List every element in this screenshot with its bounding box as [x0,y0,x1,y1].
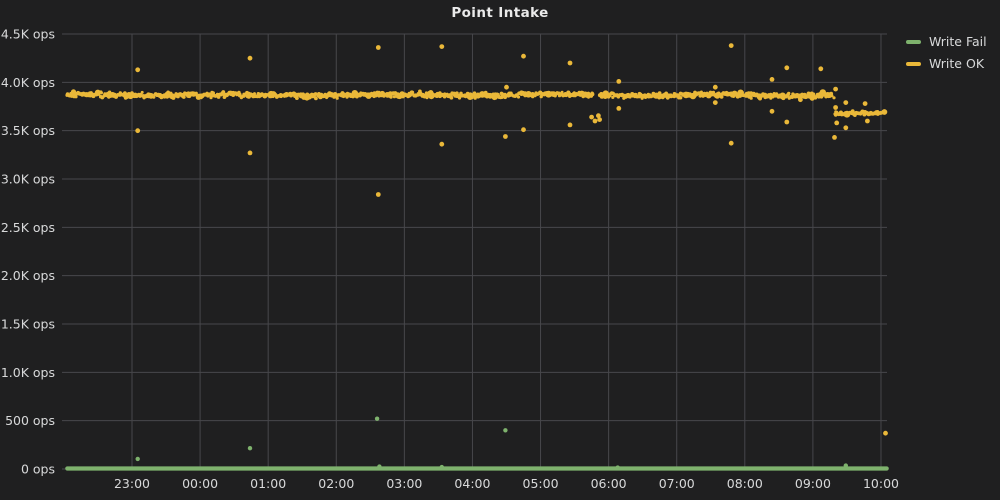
write-ok-series-marker [906,61,921,66]
data-point [843,125,849,131]
data-point [375,45,381,50]
data-point [135,67,141,73]
data-point [883,430,888,436]
data-point [712,100,718,105]
x-tick-label: 09:00 [795,476,831,491]
data-point [712,84,718,90]
data-point [503,428,508,433]
data-point [247,446,253,451]
data-point [135,456,140,462]
y-tick-label: 1.5K ops [1,317,55,332]
data-point [567,60,573,66]
data-point [439,44,445,49]
data-point [567,122,573,128]
data-point [504,84,509,90]
data-point [615,465,620,470]
data-point [833,105,838,110]
x-tick-label: 02:00 [318,476,354,491]
y-tick-label: 4.0K ops [1,75,55,90]
data-point [832,135,837,140]
write-fail-series-marker [906,39,921,44]
data-point [592,118,598,124]
y-tick-label: 1.0K ops [1,365,55,380]
x-tick-label: 01:00 [250,476,286,491]
legend-item-write-ok[interactable]: Write OK [906,56,987,71]
data-point [818,66,824,72]
legend: Write Fail Write OK [906,34,987,71]
x-tick-label: 04:00 [454,476,490,491]
data-point [843,463,848,468]
data-point [616,106,622,111]
x-tick-label: 07:00 [659,476,695,491]
write-ok-series [65,43,888,436]
data-point [597,117,602,122]
data-point [843,100,849,105]
y-tick-label: 3.5K ops [1,123,55,138]
page-title: Point Intake [451,5,549,21]
data-point [784,119,790,125]
data-point [596,113,601,119]
x-axis: 23:00 00:00 01:00 02:00 03:00 04:00 05:00 06:00… [114,476,899,491]
y-tick-label: 2.5K ops [1,220,55,235]
y-axis: 0 ops 500 ops 1.0K ops 1.5K ops 2.0K ops 2.5K… [1,27,55,477]
x-tick-label: 00:00 [182,476,218,491]
data-point [865,118,870,124]
data-point [784,65,790,71]
x-tick-label: 10:00 [863,476,899,491]
x-tick-label: 06:00 [591,476,627,491]
y-tick-label: 2.0K ops [1,268,55,283]
data-point [247,55,253,61]
data-point [521,127,526,133]
data-point [834,120,840,126]
write-fail-series [65,416,889,471]
data-point [728,43,734,48]
data-point [377,464,382,469]
data-point [798,97,803,103]
data-point [439,464,444,470]
data-point [728,140,734,146]
legend-label-write-fail: Write Fail [929,34,987,49]
data-point [862,101,868,106]
legend-item-write-fail[interactable]: Write Fail [906,34,987,49]
data-point [439,141,445,147]
y-tick-label: 3.0K ops [1,172,55,187]
data-point [769,108,775,114]
data-point [375,192,381,197]
data-point [247,150,253,156]
data-point [616,79,622,84]
data-point [769,77,775,82]
x-tick-label: 23:00 [114,476,150,491]
y-tick-label: 4.5K ops [1,27,55,42]
x-tick-label: 08:00 [727,476,763,491]
legend-label-write-ok: Write OK [929,56,985,71]
data-point [374,416,380,421]
y-tick-label: 0 ops [21,462,55,477]
data-point [833,86,838,92]
x-tick-label: 05:00 [523,476,559,491]
data-point [521,53,526,59]
x-tick-label: 03:00 [386,476,422,491]
data-point [503,134,508,139]
data-point [135,128,141,134]
y-tick-label: 500 ops [5,413,55,428]
data-point [589,114,594,120]
